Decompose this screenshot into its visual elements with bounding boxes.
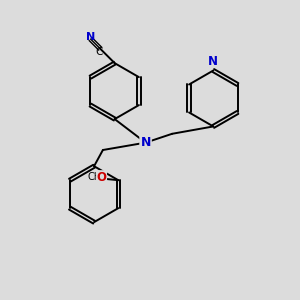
Text: N: N xyxy=(85,32,95,42)
Text: CH₃: CH₃ xyxy=(88,172,106,182)
Text: C: C xyxy=(95,46,103,56)
Text: N: N xyxy=(140,136,151,149)
Text: N: N xyxy=(140,136,151,149)
Text: N: N xyxy=(208,55,218,68)
Text: O: O xyxy=(97,171,106,184)
